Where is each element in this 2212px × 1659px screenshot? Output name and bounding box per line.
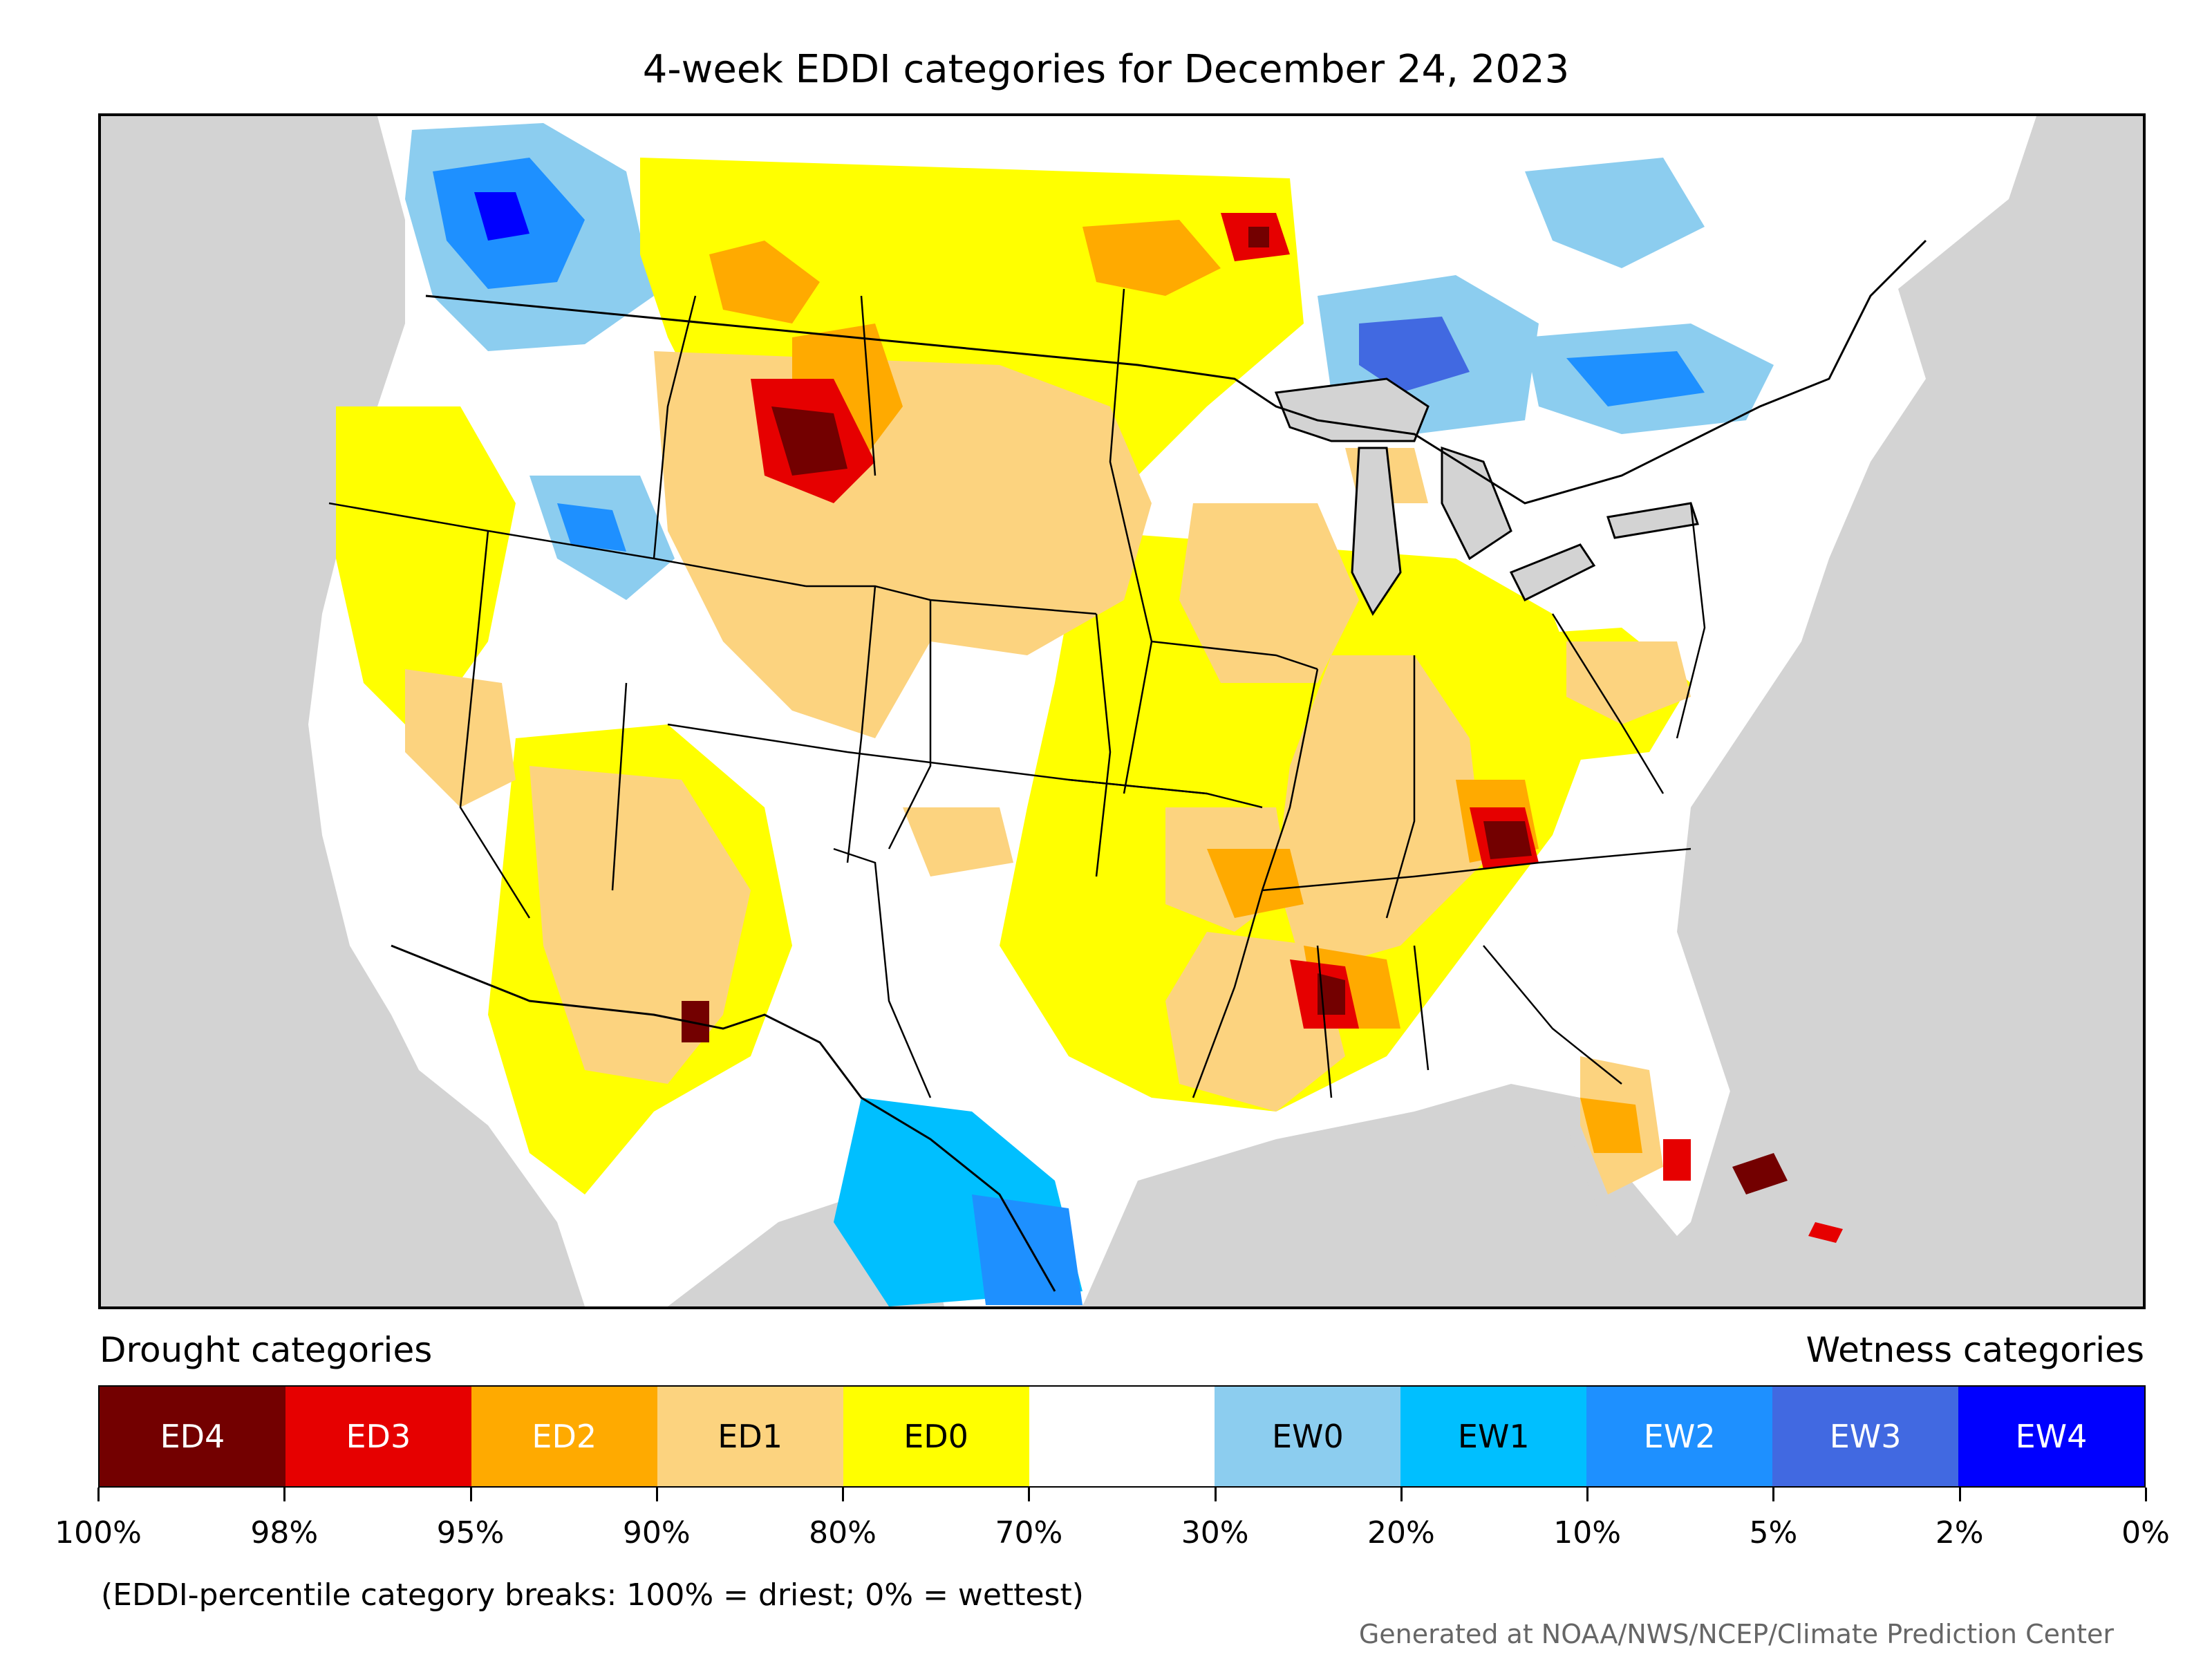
- color-legend: ED4 ED3 ED2 ED1 ED0 EW0 EW1 EW2 EW3 EW4: [98, 1385, 2146, 1488]
- source-credit: Generated at NOAA/NWS/NCEP/Climate Predi…: [1358, 1619, 2114, 1649]
- drought-categories-label: Drought categories: [100, 1330, 433, 1370]
- legend-tick: [97, 1488, 100, 1501]
- legend-tick: [1958, 1488, 1961, 1501]
- legend-swatch-ew2: EW2: [1586, 1387, 1773, 1486]
- legend-tick: [2145, 1488, 2147, 1501]
- legend-swatch-ed4: ED4: [100, 1387, 285, 1486]
- legend-tick-label: 30%: [1181, 1515, 1249, 1550]
- legend-tick: [842, 1488, 845, 1501]
- legend-swatch-ed3: ED3: [285, 1387, 471, 1486]
- legend-tick-label: 70%: [995, 1515, 1063, 1550]
- legend-swatch-ew3: EW3: [1772, 1387, 1959, 1486]
- legend-tick-label: 20%: [1367, 1515, 1435, 1550]
- legend-tick: [1772, 1488, 1775, 1501]
- gulf-water: [1082, 1098, 1635, 1306]
- legend-tick: [655, 1488, 658, 1501]
- category-breaks-note: (EDDI-percentile category breaks: 100% =…: [101, 1577, 1084, 1613]
- legend-swatch-ed0: ED0: [843, 1387, 1029, 1486]
- legend-tick: [283, 1488, 286, 1501]
- legend-ticks: [97, 1488, 2147, 1501]
- map-title: 4-week EDDI categories for December 24, …: [642, 47, 1570, 92]
- legend-tick: [469, 1488, 472, 1501]
- legend-tick: [1028, 1488, 1031, 1501]
- legend-swatch-ed1: ED1: [657, 1387, 843, 1486]
- us-canada-border: [425, 239, 1927, 505]
- legend-tick-label: 98%: [250, 1515, 319, 1550]
- legend-tick-label: 5%: [1749, 1515, 1798, 1550]
- legend-swatch-ew0: EW0: [1215, 1387, 1401, 1486]
- legend-tick-labels: 100% 98% 95% 90% 80% 70% 30% 20% 10% 5% 2% 0%: [55, 1515, 2170, 1557]
- state-boundaries: [328, 288, 1706, 1098]
- legend-swatch-ew4: EW4: [1958, 1387, 2144, 1486]
- wetness-categories-label: Wetness categories: [1806, 1330, 2144, 1370]
- map-svg: [308, 116, 2143, 1306]
- legend-swatch-ed2: ED2: [471, 1387, 657, 1486]
- great-lakes: [1274, 377, 1430, 442]
- legend-tick-label: 90%: [622, 1515, 691, 1550]
- legend-tick: [1586, 1488, 1589, 1501]
- legend-tick: [1214, 1488, 1217, 1501]
- legend-tick-label: 100%: [55, 1515, 142, 1550]
- legend-tick-label: 0%: [2121, 1515, 2170, 1550]
- legend-tick-label: 10%: [1553, 1515, 1622, 1550]
- legend-tick-label: 80%: [809, 1515, 877, 1550]
- legend-tick-label: 95%: [436, 1515, 505, 1550]
- legend-tick-label: 2%: [1935, 1515, 1984, 1550]
- legend-tick: [1400, 1488, 1403, 1501]
- legend-swatch-normal: [1029, 1387, 1215, 1486]
- us-mexico-border: [391, 944, 1056, 1292]
- eddi-map: [98, 113, 2146, 1309]
- legend-swatch-ew1: EW1: [1400, 1387, 1587, 1486]
